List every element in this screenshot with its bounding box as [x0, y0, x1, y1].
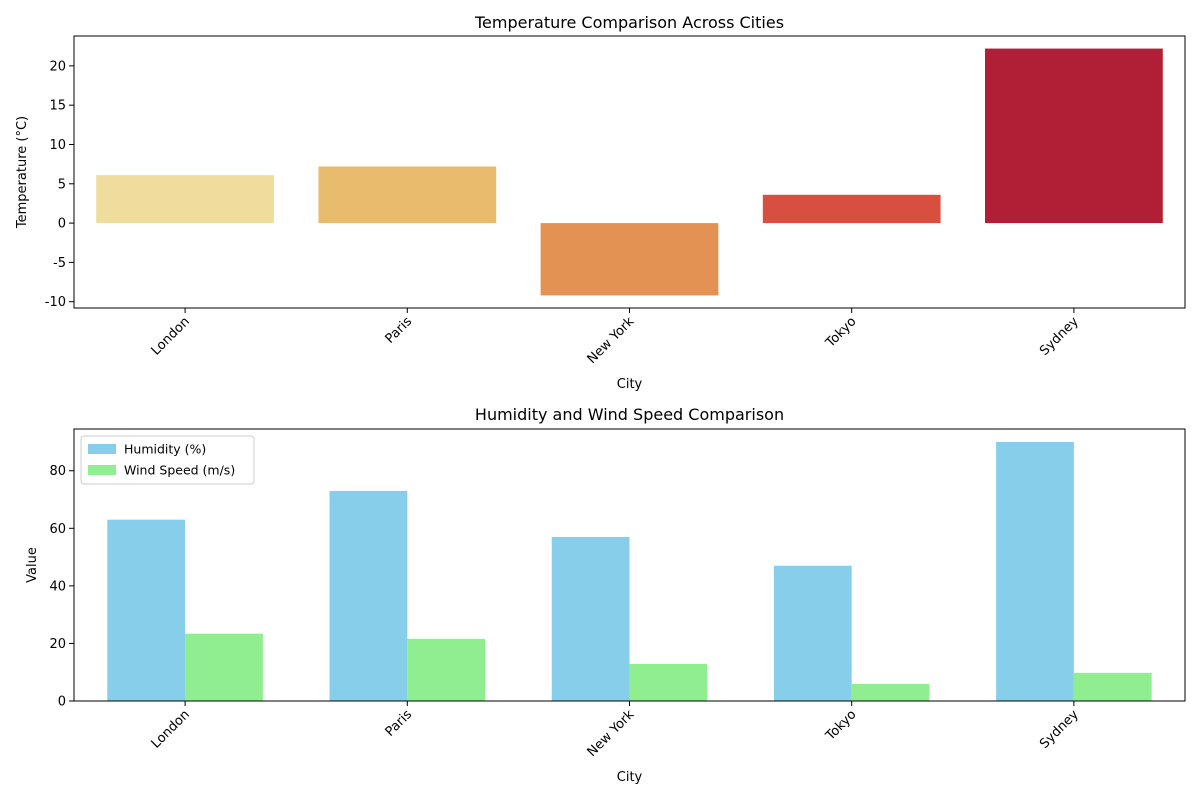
- bar-paris: [318, 166, 497, 224]
- y-tick-label: 40: [49, 579, 66, 594]
- bar-humidity-paris: [329, 490, 408, 701]
- x-tick-label-london: London: [149, 707, 193, 751]
- y-tick-label: -10: [45, 295, 66, 310]
- y-tick-label: 5: [58, 177, 66, 192]
- legend-label-wind-speed-m-s: Wind Speed (m/s): [124, 463, 235, 478]
- y-tick-label: 15: [49, 99, 66, 114]
- legend-box: [80, 435, 255, 485]
- legend: Humidity (%) Wind Speed (m/s): [80, 435, 255, 485]
- x-tick-label-tokyo: Tokyo: [822, 707, 859, 744]
- bar-london: [96, 175, 274, 224]
- bar-humidity-new-york: [551, 536, 630, 701]
- y-tick-label: 20: [49, 637, 66, 652]
- x-tick-label-sydney: Sydney: [1037, 314, 1082, 359]
- bar-wind-speed-m-s-paris: [407, 638, 486, 701]
- legend-swatch-wind-speed-m-s: [88, 465, 116, 475]
- bar-wind-speed-m-s-tokyo: [851, 684, 930, 701]
- bar-humidity-london: [107, 519, 186, 701]
- y-axis-label: Value: [25, 547, 40, 583]
- y-tick-label: -5: [53, 256, 66, 271]
- x-axis-label: City: [617, 770, 643, 785]
- y-tick-label: 80: [49, 464, 66, 479]
- x-tick-label-tokyo: Tokyo: [822, 314, 859, 351]
- legend-label-humidity: Humidity (%): [124, 442, 206, 457]
- x-axis-label: City: [617, 377, 643, 392]
- bar-tokyo: [762, 194, 941, 224]
- x-tick-label-new-york: New York: [585, 314, 638, 367]
- bar-wind-speed-m-s-london: [185, 633, 263, 701]
- bar-wind-speed-m-s-sydney: [1073, 672, 1152, 701]
- bar-wind-speed-m-s-new-york: [629, 663, 708, 701]
- x-tick-label-paris: Paris: [383, 707, 416, 740]
- x-tick-label-sydney: Sydney: [1037, 707, 1082, 752]
- y-tick-label: 0: [58, 695, 66, 710]
- y-tick-label: 10: [49, 138, 66, 153]
- bar-sydney: [985, 48, 1163, 224]
- bar-new-york: [540, 223, 719, 296]
- legend-swatch-humidity: [88, 444, 116, 454]
- x-tick-label-new-york: New York: [585, 707, 638, 760]
- y-tick-label: 0: [58, 217, 66, 232]
- chart-title: Temperature Comparison Across Cities: [474, 13, 784, 32]
- bar-humidity-tokyo: [773, 565, 852, 701]
- y-axis-label: Temperature (°C): [15, 116, 30, 229]
- y-tick-label: 20: [49, 59, 66, 74]
- chart-title: Humidity and Wind Speed Comparison: [475, 405, 784, 424]
- bar-humidity-sydney: [996, 441, 1074, 701]
- temperature-chart: Temperature Comparison Across Cities -10 -…: [15, 13, 1186, 392]
- x-tick-label-london: London: [149, 314, 193, 358]
- humidity-wind-chart: Humidity and Wind Speed Comparison 0 20 40 6…: [25, 405, 1186, 785]
- y-tick-label: 60: [49, 522, 66, 537]
- x-tick-label-paris: Paris: [383, 314, 416, 347]
